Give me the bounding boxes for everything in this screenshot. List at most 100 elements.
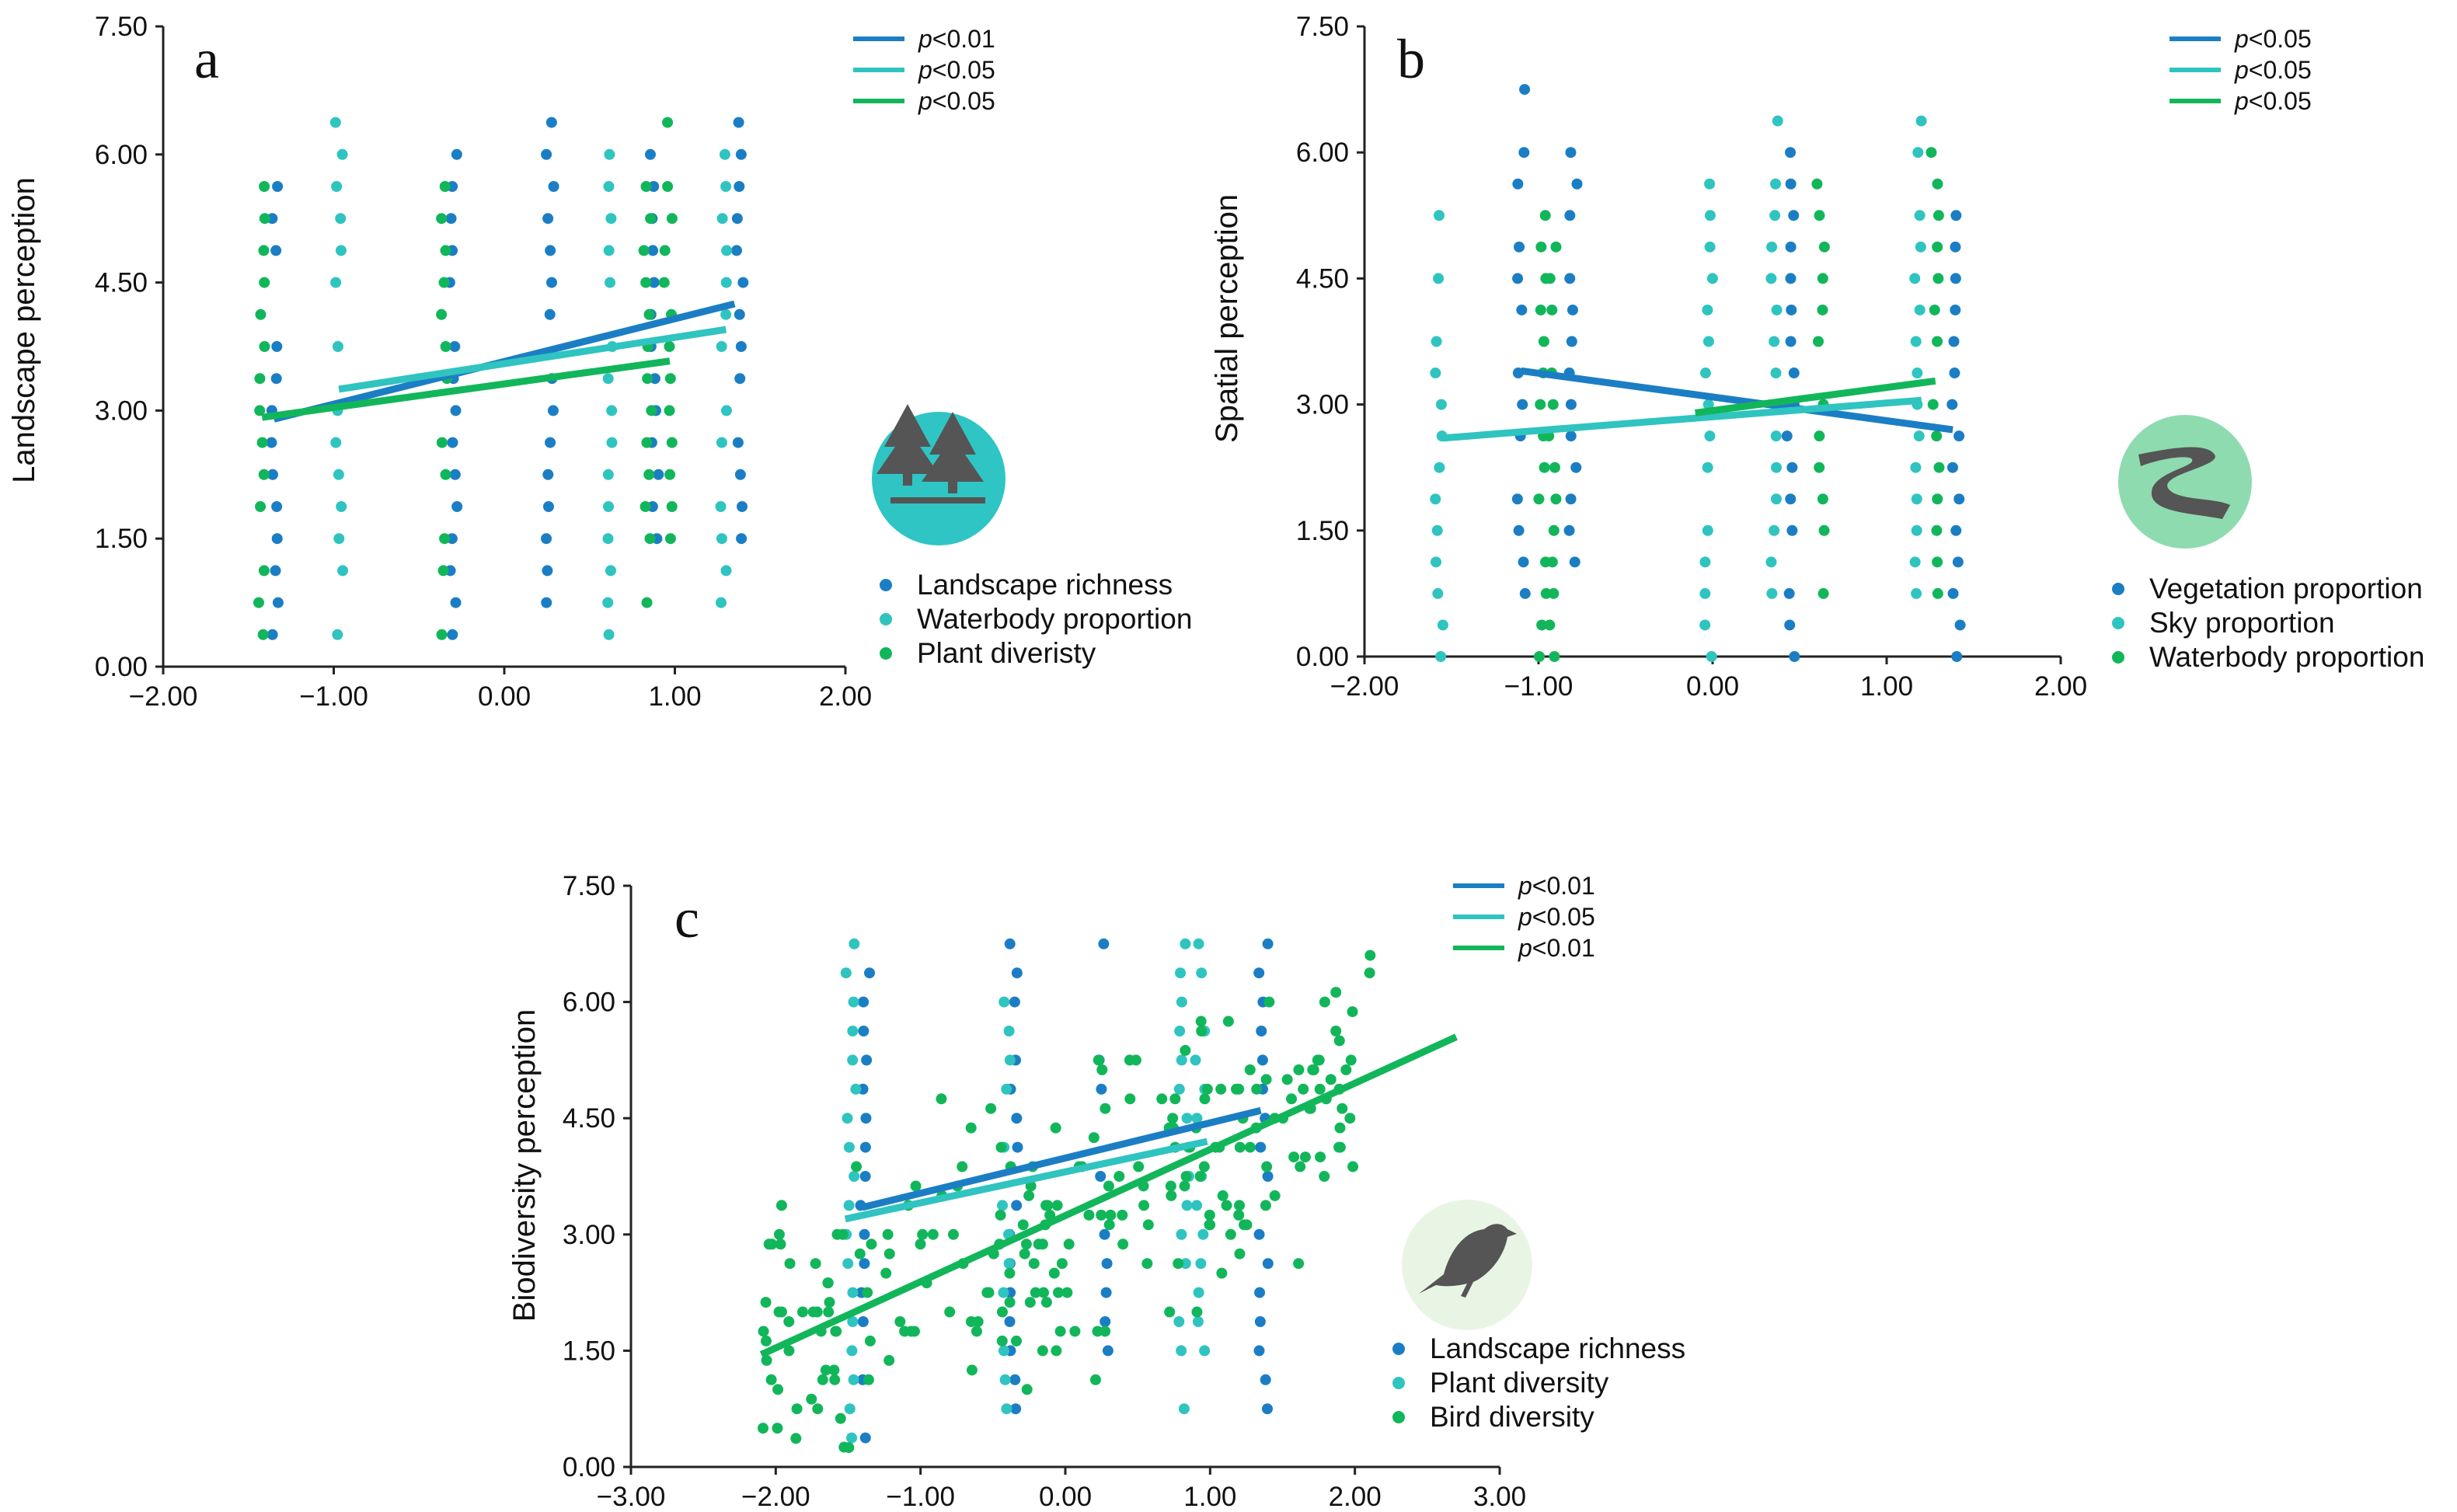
data-point	[664, 533, 676, 545]
data-point	[545, 437, 556, 448]
data-point	[1262, 1258, 1274, 1270]
data-point	[253, 597, 264, 608]
legend-label: Landscape richness	[917, 569, 1173, 601]
data-point	[1785, 178, 1797, 190]
data-point	[720, 181, 732, 192]
panel-a-p-legend: p<0.01p<0.05p<0.05	[853, 25, 995, 115]
data-point	[905, 1326, 917, 1337]
data-point	[859, 1432, 871, 1444]
data-point	[1364, 967, 1375, 979]
data-point	[1817, 587, 1829, 599]
data-point	[1167, 1113, 1179, 1124]
data-point	[1513, 524, 1525, 536]
data-point	[997, 1200, 1009, 1211]
legend-label: Waterbody proportion	[2149, 641, 2424, 673]
legend-marker	[1392, 1377, 1405, 1389]
data-point	[1042, 1200, 1054, 1211]
data-point	[733, 117, 744, 128]
data-point	[783, 1316, 795, 1327]
series-c-2	[840, 938, 1211, 1444]
data-point	[1814, 462, 1825, 473]
data-point	[1334, 1141, 1346, 1153]
data-point	[864, 967, 876, 979]
data-point	[1932, 241, 1943, 253]
forest-icon	[872, 404, 1005, 545]
data-point	[658, 277, 670, 288]
data-point	[998, 1345, 1009, 1357]
legend-marker	[880, 579, 892, 591]
data-point	[330, 277, 342, 288]
p-legend-label: p<0.01	[918, 25, 995, 53]
data-point	[640, 501, 651, 512]
data-point	[998, 1287, 1009, 1298]
data-point	[1547, 399, 1559, 410]
data-point	[734, 308, 745, 320]
data-point	[1563, 524, 1575, 536]
data-point	[266, 437, 277, 448]
data-point	[1330, 987, 1342, 998]
panel-c-p-legend: p<0.01p<0.05p<0.01	[1453, 872, 1595, 962]
data-point	[1197, 1228, 1209, 1240]
data-point	[775, 1200, 787, 1211]
data-point	[883, 1248, 895, 1259]
data-point	[820, 1364, 831, 1376]
data-point	[335, 213, 347, 225]
data-point	[995, 1141, 1007, 1153]
data-point	[1785, 493, 1797, 505]
data-point	[1037, 1345, 1048, 1357]
data-point	[1364, 949, 1376, 961]
data-point	[1103, 1180, 1114, 1192]
data-point	[1201, 1083, 1213, 1095]
data-point	[1196, 967, 1208, 979]
data-point	[1156, 1093, 1168, 1105]
data-point	[1253, 1228, 1265, 1240]
data-point	[1262, 1171, 1274, 1182]
data-point	[1818, 241, 1830, 253]
data-point	[1004, 1267, 1016, 1279]
data-point	[1953, 430, 1965, 442]
data-point	[440, 245, 451, 256]
legend-marker	[1392, 1411, 1405, 1423]
data-point	[1566, 336, 1577, 347]
data-point	[1914, 304, 1926, 315]
data-point	[1434, 462, 1445, 473]
data-point	[1012, 1141, 1023, 1153]
data-point	[1037, 1287, 1049, 1298]
data-point	[1102, 1345, 1113, 1357]
p-legend-label: p<0.05	[2234, 56, 2312, 84]
data-point	[1544, 619, 1556, 631]
data-point	[1932, 556, 1943, 568]
data-point	[1769, 524, 1780, 536]
data-point	[1535, 399, 1546, 410]
data-point	[333, 533, 345, 545]
data-point	[1191, 1306, 1203, 1318]
data-point	[1023, 1190, 1035, 1201]
data-point	[662, 117, 674, 128]
data-point	[447, 437, 458, 448]
p-symbol: p	[918, 25, 932, 53]
data-point	[1293, 1064, 1305, 1075]
data-point	[1233, 1209, 1245, 1221]
data-point	[1260, 1074, 1272, 1085]
data-point	[858, 996, 870, 1008]
data-point	[1818, 524, 1830, 536]
data-point	[760, 1335, 772, 1347]
data-point	[927, 1228, 939, 1240]
data-point	[638, 245, 650, 256]
data-point	[271, 341, 283, 352]
data-point	[1786, 462, 1798, 473]
data-point	[734, 469, 746, 480]
p-legend-label: p<0.01	[1518, 934, 1595, 962]
data-point	[602, 373, 614, 385]
data-point	[842, 1113, 853, 1124]
data-point	[1910, 336, 1922, 347]
data-point	[1100, 1103, 1111, 1114]
data-point	[842, 1258, 854, 1270]
data-point	[446, 533, 458, 545]
data-point	[1173, 1083, 1185, 1095]
data-point	[1518, 556, 1529, 568]
data-point	[1101, 1258, 1113, 1270]
